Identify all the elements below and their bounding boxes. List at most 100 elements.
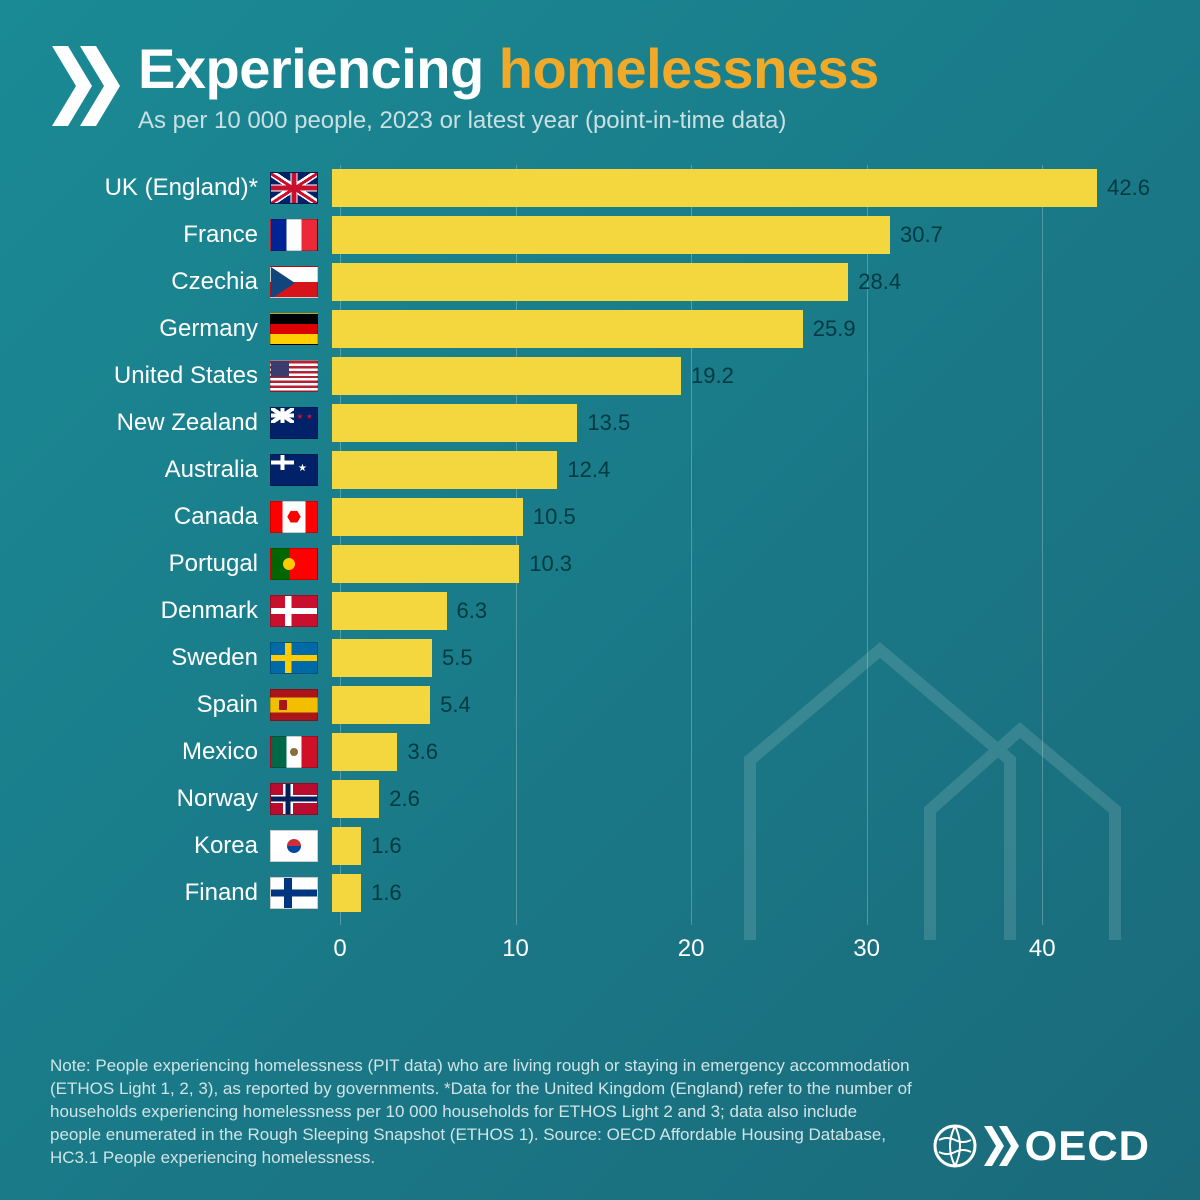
bar-row: Australia 12.4 — [60, 447, 1150, 494]
flag-icon — [270, 548, 318, 580]
bar — [332, 780, 379, 818]
bar-value: 25.9 — [813, 316, 856, 342]
country-label: Canada — [60, 503, 270, 531]
bar-value: 5.4 — [440, 692, 471, 718]
bar-value: 42.6 — [1107, 175, 1150, 201]
bar-container: 6.3 — [332, 592, 1150, 630]
bar-row: Czechia 28.4 — [60, 259, 1150, 306]
bar-container: 3.6 — [332, 733, 1150, 771]
bar-row: Denmark 6.3 — [60, 588, 1150, 635]
country-label: Korea — [60, 832, 270, 860]
bar-rows: UK (England)* 42.6 France 30.7 Czechia 28.4 Ge… — [60, 165, 1150, 917]
flag-icon — [270, 877, 318, 909]
x-axis: 010203040 — [340, 925, 1130, 975]
bar — [332, 545, 519, 583]
bar — [332, 357, 681, 395]
oecd-chevrons-icon — [50, 46, 120, 126]
bar-container: 2.6 — [332, 780, 1150, 818]
bar — [332, 263, 848, 301]
bar-container: 25.9 — [332, 310, 1150, 348]
bar-row: Canada 10.5 — [60, 494, 1150, 541]
bar — [332, 404, 577, 442]
footnote: Note: People experiencing homelessness (… — [50, 1055, 913, 1170]
country-label: Spain — [60, 691, 270, 719]
bar — [332, 451, 557, 489]
x-axis-tick: 20 — [678, 935, 705, 963]
flag-icon — [270, 642, 318, 674]
oecd-logo: OECD — [933, 1122, 1150, 1170]
bar-row: Sweden5.5 — [60, 635, 1150, 682]
country-label: Mexico — [60, 738, 270, 766]
bar-container: 5.4 — [332, 686, 1150, 724]
bar-container: 12.4 — [332, 451, 1150, 489]
bar-container: 10.5 — [332, 498, 1150, 536]
country-label: Denmark — [60, 597, 270, 625]
bar-container: 5.5 — [332, 639, 1150, 677]
flag-icon — [270, 407, 318, 439]
bar-container: 30.7 — [332, 216, 1150, 254]
header: Experiencing homelessness As per 10 000 … — [50, 40, 1150, 135]
title-part2: homelessness — [499, 37, 879, 100]
chart-area: UK (England)* 42.6 France 30.7 Czechia 28.4 Ge… — [60, 165, 1150, 975]
bar-value: 30.7 — [900, 222, 943, 248]
bar — [332, 310, 803, 348]
bar-value: 13.5 — [587, 410, 630, 436]
bar — [332, 733, 397, 771]
flag-icon — [270, 313, 318, 345]
country-label: France — [60, 221, 270, 249]
bar — [332, 169, 1097, 207]
bar-value: 28.4 — [858, 269, 901, 295]
country-label: UK (England)* — [60, 174, 270, 202]
bar-value: 10.3 — [529, 551, 572, 577]
flag-icon — [270, 595, 318, 627]
bar — [332, 216, 890, 254]
country-label: Norway — [60, 785, 270, 813]
x-axis-tick: 30 — [853, 935, 880, 963]
bar-value: 5.5 — [442, 645, 473, 671]
flag-icon — [270, 501, 318, 533]
bar-value: 12.4 — [567, 457, 610, 483]
country-label: Australia — [60, 456, 270, 484]
country-label: Czechia — [60, 268, 270, 296]
flag-icon — [270, 454, 318, 486]
infographic-container: Experiencing homelessness As per 10 000 … — [0, 0, 1200, 1200]
country-label: United States — [60, 362, 270, 390]
bar — [332, 639, 432, 677]
bar-container: 1.6 — [332, 827, 1150, 865]
bar-row: United States 19.2 — [60, 353, 1150, 400]
x-axis-tick: 0 — [333, 935, 346, 963]
bar-row: Germany25.9 — [60, 306, 1150, 353]
bar-row: Spain 5.4 — [60, 682, 1150, 729]
bar-value: 19.2 — [691, 363, 734, 389]
flag-icon — [270, 219, 318, 251]
bar-row: Norway 2.6 — [60, 776, 1150, 823]
bar-value: 2.6 — [389, 786, 420, 812]
bar-container: 42.6 — [332, 169, 1150, 207]
chart-title: Experiencing homelessness — [138, 40, 1150, 99]
bar-container: 28.4 — [332, 263, 1150, 301]
chart-subtitle: As per 10 000 people, 2023 or latest yea… — [138, 107, 1150, 135]
flag-icon — [270, 266, 318, 298]
bar-value: 3.6 — [407, 739, 438, 765]
bar — [332, 498, 523, 536]
bar-row: France 30.7 — [60, 212, 1150, 259]
country-label: Portugal — [60, 550, 270, 578]
x-axis-tick: 40 — [1029, 935, 1056, 963]
flag-icon — [270, 360, 318, 392]
bar-value: 6.3 — [457, 598, 488, 624]
footer: Note: People experiencing homelessness (… — [50, 1055, 1150, 1170]
flag-icon — [270, 172, 318, 204]
bar-container: 13.5 — [332, 404, 1150, 442]
bar-row: Finand1.6 — [60, 870, 1150, 917]
globe-icon — [933, 1124, 977, 1168]
chevrons-small-icon — [983, 1124, 1019, 1168]
country-label: New Zealand — [60, 409, 270, 437]
bar-container: 1.6 — [332, 874, 1150, 912]
oecd-logo-text: OECD — [1025, 1122, 1150, 1170]
flag-icon — [270, 689, 318, 721]
bar-row: Portugal 10.3 — [60, 541, 1150, 588]
flag-icon — [270, 736, 318, 768]
bar — [332, 592, 447, 630]
title-part1: Experiencing — [138, 37, 499, 100]
flag-icon — [270, 783, 318, 815]
